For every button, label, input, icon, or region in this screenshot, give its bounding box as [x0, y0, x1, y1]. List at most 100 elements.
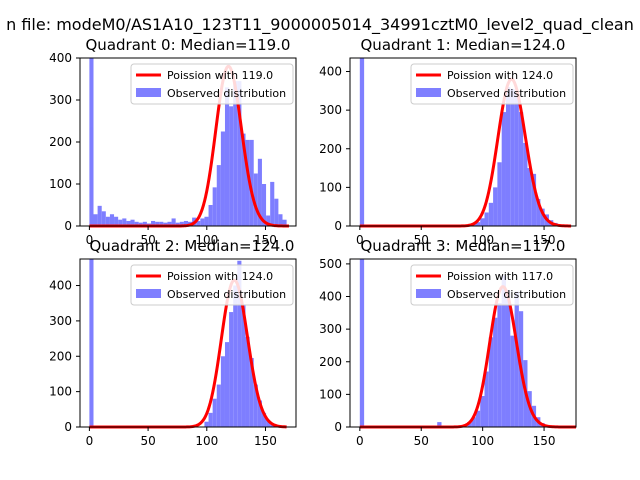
histogram-bar	[245, 139, 250, 226]
histogram-bar	[118, 219, 123, 226]
histogram-bar	[278, 214, 283, 226]
x-tick-label: 0	[86, 434, 94, 448]
histogram-bar	[171, 218, 176, 226]
legend-observed-swatch	[416, 88, 441, 97]
histogram-bars	[359, 58, 558, 227]
quadrant-2-panel: 0 50 100 150 0 100 200 300 400 Poission with 124.…	[49, 237, 297, 448]
x-tick-label: 50	[140, 434, 155, 448]
histogram-bar	[484, 212, 489, 226]
histogram-bar	[224, 342, 230, 427]
histogram-bar	[527, 168, 532, 226]
histogram-bar	[134, 221, 139, 226]
histogram-bar	[163, 222, 168, 226]
x-tick-label: 100	[471, 233, 494, 247]
histogram-bar	[257, 158, 262, 226]
histogram-bar	[270, 181, 275, 226]
histogram-bar	[216, 384, 221, 427]
histogram-bar	[501, 112, 506, 226]
histogram-bar	[514, 92, 519, 226]
histogram-bar	[200, 218, 205, 226]
legend-box	[410, 63, 574, 105]
histogram-bar	[253, 173, 258, 226]
quadrant-1-title: Quadrant 1: Median=124.0	[361, 36, 566, 54]
y-tick-label: 0	[334, 219, 342, 233]
histogram-bar	[536, 198, 541, 226]
histogram-bar	[274, 198, 279, 226]
legend-poisson-label: Poission with 124.0	[447, 69, 553, 82]
histogram-bar	[510, 335, 515, 427]
histogram-bar	[196, 220, 201, 226]
y-tick-label: 200	[49, 135, 72, 149]
histogram-bar	[484, 371, 489, 427]
histogram-bar	[179, 221, 184, 226]
x-tick-label: 0	[86, 233, 94, 247]
histogram-bar	[245, 336, 250, 427]
x-tick-label: 150	[533, 233, 556, 247]
histogram-bar	[126, 220, 131, 226]
histogram-bar	[237, 260, 242, 427]
histogram-bar	[505, 289, 511, 427]
histogram-bar	[266, 215, 271, 226]
histogram-bar	[266, 419, 271, 427]
x-tick-label: 50	[140, 233, 155, 247]
legend-observed-swatch	[416, 289, 441, 298]
y-tick-label: 100	[49, 177, 72, 191]
histogram-bar	[493, 187, 498, 226]
quadrant-2-title: Quadrant 2: Median=124.0	[90, 237, 295, 255]
histogram-bar	[114, 216, 119, 226]
y-tick-label: 0	[334, 420, 342, 434]
x-tick-label: 150	[533, 434, 556, 448]
histogram-bar	[109, 214, 115, 226]
histogram-bar	[93, 214, 98, 226]
legend-poisson-label: Poission with 124.0	[167, 270, 273, 283]
histogram-bar	[212, 187, 217, 226]
y-tick-label: 400	[49, 279, 72, 293]
histogram-bar	[471, 417, 476, 427]
histogram-bar	[359, 259, 365, 427]
legend-observed-label: Observed distribution	[447, 87, 566, 100]
poisson-curve	[359, 285, 577, 429]
histogram-bar	[480, 218, 485, 226]
histogram-bar	[501, 275, 506, 427]
y-tick-label: 300	[319, 103, 342, 117]
axes-frame	[349, 57, 577, 227]
histogram-bar	[122, 218, 127, 226]
x-tick-label: 150	[254, 233, 277, 247]
y-tick-label: 100	[319, 387, 342, 401]
quadrant-3-panel: 0 50 100 150 0 100 200 300 400 500 Poission with 1…	[319, 237, 577, 448]
y-tick-label: 300	[319, 322, 342, 336]
quadrant-1-panel: 0 50 100 150 0 100 200 300 400 Poission with 124.…	[319, 36, 577, 247]
x-tick-label: 100	[195, 434, 218, 448]
histogram-bar	[493, 317, 498, 427]
y-tick-label: 200	[49, 349, 72, 363]
histogram-bar	[167, 221, 172, 226]
legend-observed-swatch	[136, 289, 161, 298]
legend-observed-label: Observed distribution	[167, 87, 286, 100]
legend-box	[130, 63, 294, 105]
histogram-bar	[261, 184, 267, 226]
histogram-bar	[497, 162, 502, 226]
histogram-bar	[505, 86, 511, 226]
histogram-bar	[233, 285, 238, 427]
x-tick-label: 150	[254, 434, 277, 448]
histogram-bar	[151, 220, 156, 226]
y-tick-label: 500	[319, 257, 342, 271]
histogram-bar	[97, 205, 102, 226]
histogram-bar	[359, 58, 365, 226]
x-tick-label: 0	[356, 434, 364, 448]
histogram-bar	[475, 222, 481, 226]
y-tick-label: 200	[319, 355, 342, 369]
y-tick-label: 400	[49, 51, 72, 65]
legend-observed-label: Observed distribution	[447, 288, 566, 301]
y-tick-label: 300	[49, 314, 72, 328]
histogram-bar	[142, 221, 147, 226]
histogram-bar	[249, 139, 254, 226]
histogram-bar	[510, 88, 515, 227]
legend-observed-label: Observed distribution	[167, 288, 286, 301]
histogram-bar	[540, 208, 545, 226]
histogram-bar	[105, 216, 110, 226]
histogram-bar	[488, 202, 494, 226]
histogram-bar	[233, 81, 238, 226]
histogram-bar	[204, 216, 209, 226]
